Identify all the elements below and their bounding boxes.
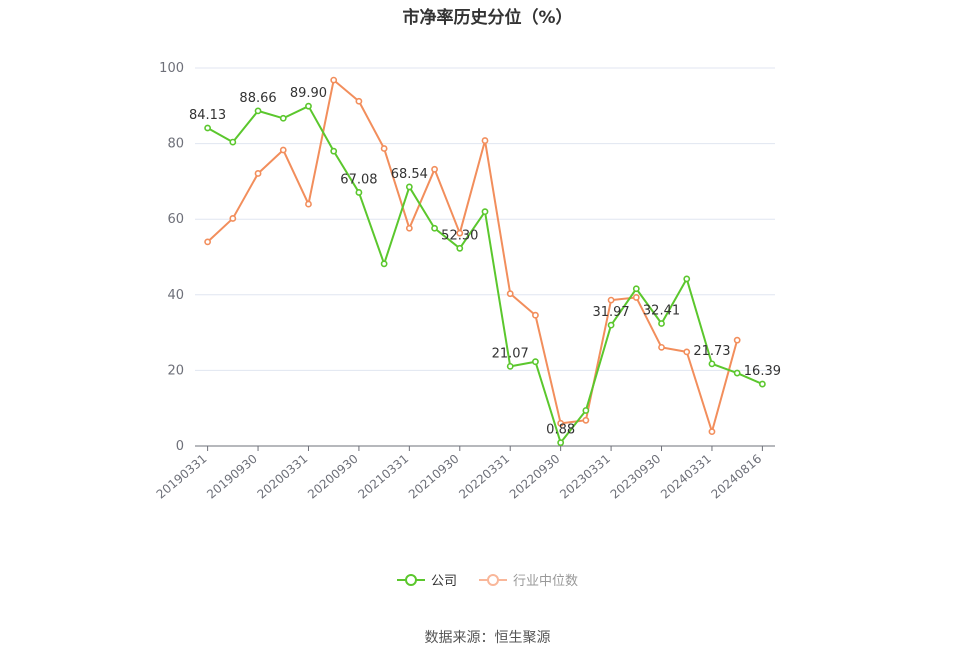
data-point	[532, 358, 539, 366]
data-point	[330, 147, 338, 155]
data-source: 数据来源：恒生聚源	[424, 630, 551, 646]
y-tick-label: 100	[159, 61, 184, 76]
data-point	[532, 311, 539, 319]
y-tick-label: 40	[167, 288, 184, 303]
data-point	[380, 145, 388, 152]
x-tick-label: 20200930	[305, 452, 361, 502]
x-tick-label: 20210331	[355, 452, 411, 502]
y-tick-label: 60	[167, 212, 184, 227]
data-point	[658, 320, 665, 327]
data-point	[204, 124, 212, 132]
data-point	[582, 407, 590, 414]
x-tick-label: 20240816	[709, 452, 765, 502]
data-point	[355, 189, 363, 196]
series-line	[206, 79, 739, 433]
data-point	[557, 419, 565, 427]
data-point	[456, 244, 464, 252]
data-label: 89.90	[290, 86, 327, 101]
data-point	[431, 224, 438, 232]
data-point	[229, 138, 237, 146]
data-point	[607, 321, 615, 329]
data-point	[279, 114, 287, 122]
data-label: 32.41	[643, 303, 680, 318]
data-label: 21.07	[492, 346, 529, 361]
line-chart: 0 20 40 60 80 100 2019033120190930202003312020…	[154, 61, 781, 502]
x-tick-label: 20200331	[255, 452, 311, 502]
data-point	[658, 343, 665, 351]
legend-industry-swatch	[479, 573, 507, 587]
chart-title: 市净率历史分位（%）	[402, 8, 573, 28]
data-point	[708, 360, 716, 368]
legend-company-label: 公司	[430, 574, 457, 589]
data-point	[607, 296, 615, 304]
data-label: 84.13	[189, 108, 226, 123]
data-point	[405, 183, 413, 191]
data-point	[632, 285, 640, 293]
series-line	[207, 105, 763, 444]
data-point	[279, 146, 287, 154]
data-point	[582, 416, 590, 424]
data-point	[632, 294, 640, 301]
data-label: 0.88	[546, 423, 575, 438]
data-point	[305, 200, 312, 208]
data-point	[708, 428, 716, 436]
data-label: 68.54	[391, 167, 428, 182]
x-tick-label: 20220930	[507, 452, 563, 502]
data-point	[305, 102, 312, 110]
x-tick-label: 20190930	[204, 452, 260, 502]
data-point	[330, 76, 338, 84]
x-tick-label: 20240331	[658, 452, 714, 502]
y-tick-label: 0	[176, 439, 184, 454]
x-tick-label: 20220331	[456, 452, 512, 502]
data-label: 67.08	[340, 172, 377, 187]
data-point	[557, 439, 565, 447]
data-point	[380, 260, 388, 268]
y-tick-label: 20	[167, 363, 184, 378]
data-label: 21.73	[693, 344, 730, 359]
legend-company-swatch	[396, 573, 425, 587]
data-point	[229, 215, 237, 222]
data-point	[506, 362, 514, 370]
data-point	[683, 348, 691, 356]
legend-item-company[interactable]: 公司	[396, 570, 457, 589]
legend: 公司 行业中位数	[0, 570, 975, 589]
x-tick-label: 20190331	[154, 452, 210, 502]
data-point	[254, 170, 262, 177]
data-point	[405, 224, 413, 232]
data-point	[758, 380, 766, 388]
x-tick-label: 20210930	[406, 452, 462, 502]
data-label: 52.30	[441, 228, 478, 243]
data-label: 88.66	[239, 91, 276, 106]
y-tick-label: 80	[167, 137, 184, 152]
x-tick-label: 20230331	[557, 452, 613, 502]
data-label: 16.39	[744, 364, 781, 379]
data-point	[733, 369, 741, 377]
data-point	[355, 97, 363, 105]
data-point	[254, 107, 262, 115]
data-point	[481, 137, 489, 144]
legend-industry-label: 行业中位数	[513, 574, 579, 589]
data-point	[456, 229, 464, 237]
data-point	[683, 275, 691, 283]
data-point	[506, 290, 514, 298]
data-point	[733, 336, 741, 344]
data-label: 31.97	[592, 305, 629, 320]
data-point	[431, 165, 438, 173]
x-tick-label: 20230930	[608, 452, 664, 502]
data-point	[204, 238, 212, 246]
legend-item-industry[interactable]: 行业中位数	[479, 570, 578, 589]
data-point	[481, 208, 489, 216]
